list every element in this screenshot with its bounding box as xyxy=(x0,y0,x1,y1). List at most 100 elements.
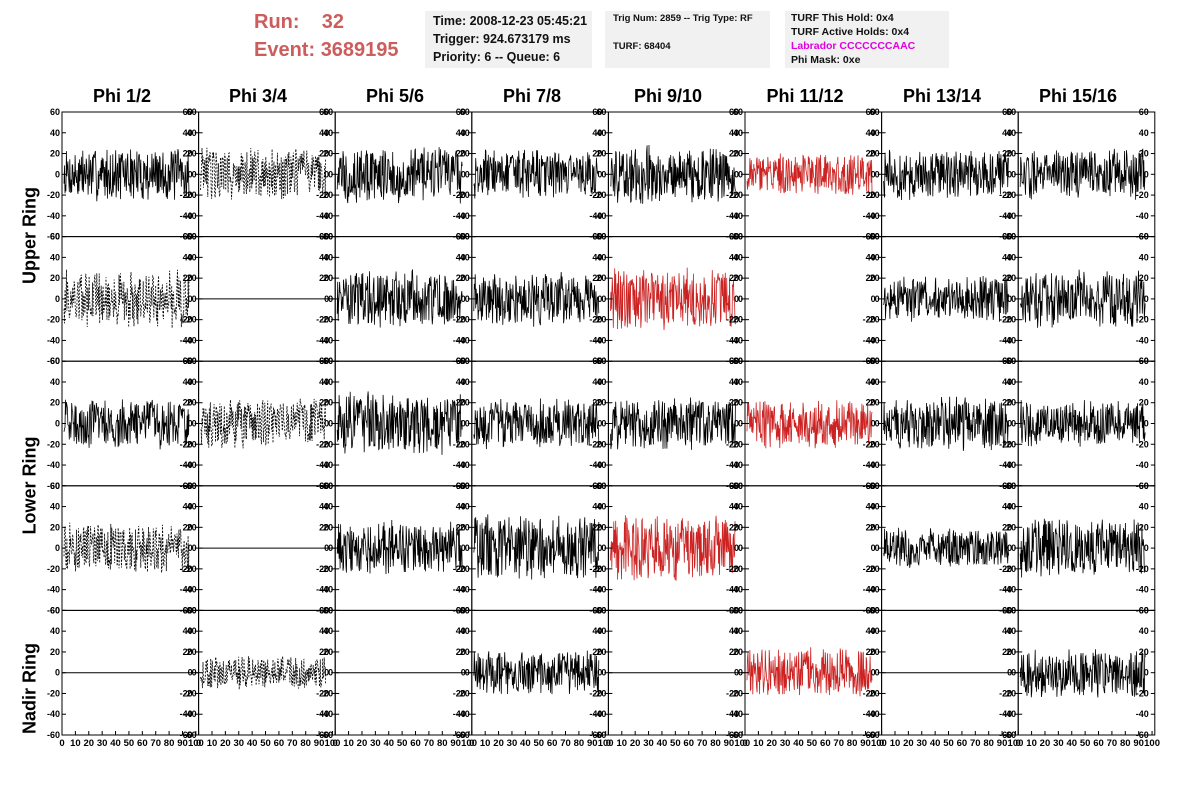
y-tick-label: -40 xyxy=(589,709,602,719)
y-tick-label: -20 xyxy=(184,564,197,574)
waveform-trace xyxy=(1019,269,1146,328)
y-tick-label: 20 xyxy=(592,149,602,159)
x-tick-label: 40 xyxy=(383,738,394,749)
y-tick-label: -40 xyxy=(316,709,329,719)
y-tick-label: -40 xyxy=(47,460,60,470)
y-tick-label: 60 xyxy=(1006,605,1016,615)
y-tick-label: 20 xyxy=(592,522,602,532)
trig-num-text: Trig Num: 2859 -- Trig Type: RF xyxy=(613,13,753,24)
y-tick-label: -20 xyxy=(1136,439,1149,449)
y-tick-label: -40 xyxy=(730,335,743,345)
y-tick-label: 20 xyxy=(592,647,602,657)
y-tick-label: 40 xyxy=(323,128,333,138)
y-tick-label: 0 xyxy=(461,294,466,304)
run-value: 32 xyxy=(321,11,345,33)
y-tick-label: 20 xyxy=(460,398,470,408)
y-tick-label: -40 xyxy=(1136,460,1149,470)
waveform-trace xyxy=(473,149,600,199)
y-tick-label: 40 xyxy=(870,626,880,636)
y-tick-label: -40 xyxy=(867,460,880,470)
y-tick-label: 0 xyxy=(188,419,193,429)
y-tick-label: 0 xyxy=(734,169,739,179)
y-tick-label: 0 xyxy=(1144,419,1149,429)
y-tick-label: 40 xyxy=(1139,626,1149,636)
y-tick-label: 20 xyxy=(319,273,329,283)
col-title-2: Phi 3/4 xyxy=(228,86,288,106)
x-tick-label: 100 xyxy=(188,738,204,749)
y-tick-label: 20 xyxy=(460,149,470,159)
y-tick-label: -40 xyxy=(1136,585,1149,595)
y-tick-label: -40 xyxy=(180,211,193,221)
waveform-trace xyxy=(610,397,736,450)
y-tick-label: 20 xyxy=(866,647,876,657)
x-tick-label: 70 xyxy=(424,738,435,749)
y-tick-label: 20 xyxy=(729,647,739,657)
y-tick-label: -60 xyxy=(726,730,739,740)
y-tick-label: 20 xyxy=(596,522,606,532)
y-tick-label: 40 xyxy=(1002,128,1012,138)
y-tick-label: 0 xyxy=(1007,169,1012,179)
x-tick-label: 20 xyxy=(1040,738,1051,749)
x-tick-label: 0 xyxy=(879,738,884,749)
y-tick-label: 20 xyxy=(456,398,466,408)
run-row: Run: 32 xyxy=(254,8,399,36)
y-tick-label: -60 xyxy=(589,730,602,740)
y-tick-label: -20 xyxy=(453,564,466,574)
y-tick-label: 0 xyxy=(188,294,193,304)
y-tick-label: 20 xyxy=(183,273,193,283)
y-tick-label: 20 xyxy=(187,149,197,159)
y-tick-label: 40 xyxy=(50,626,60,636)
y-tick-label: -40 xyxy=(726,211,739,221)
y-tick-label: -40 xyxy=(316,460,329,470)
x-tick-label: 50 xyxy=(533,738,544,749)
y-tick-label: 40 xyxy=(50,502,60,512)
x-tick-label: 60 xyxy=(683,738,694,749)
y-tick-label: 60 xyxy=(1139,232,1149,242)
waveform-trace xyxy=(336,519,463,575)
y-tick-label: 0 xyxy=(465,294,470,304)
y-tick-label: 0 xyxy=(192,169,197,179)
x-tick-label: 50 xyxy=(670,738,681,749)
y-tick-label: 0 xyxy=(461,169,466,179)
y-tick-label: 40 xyxy=(866,377,876,387)
y-tick-label: 40 xyxy=(596,502,606,512)
y-tick-label: 60 xyxy=(729,107,739,117)
y-tick-label: 20 xyxy=(456,149,466,159)
y-tick-label: -40 xyxy=(457,709,470,719)
y-tick-label: 20 xyxy=(456,647,466,657)
y-tick-label: 60 xyxy=(319,232,329,242)
y-tick-label: 40 xyxy=(870,502,880,512)
waveform-trace xyxy=(63,269,190,329)
y-tick-label: -20 xyxy=(316,190,329,200)
y-tick-label: 40 xyxy=(1002,252,1012,262)
y-tick-label: 60 xyxy=(1002,107,1012,117)
y-tick-label: -20 xyxy=(1136,315,1149,325)
y-tick-label: -20 xyxy=(184,439,197,449)
waveform-trace xyxy=(200,147,326,200)
x-tick-label: 60 xyxy=(410,738,421,749)
y-tick-label: -20 xyxy=(457,315,470,325)
x-tick-label: 70 xyxy=(833,738,844,749)
y-tick-label: 40 xyxy=(1006,502,1016,512)
y-tick-label: 20 xyxy=(1139,149,1149,159)
y-tick-label: 0 xyxy=(55,543,60,553)
y-tick-label: 60 xyxy=(183,356,193,366)
waveform-trace xyxy=(610,515,736,581)
y-tick-label: 0 xyxy=(1144,294,1149,304)
y-tick-label: 0 xyxy=(461,668,466,678)
y-tick-label: 60 xyxy=(187,481,197,491)
y-tick-label: 20 xyxy=(187,273,197,283)
y-tick-label: 20 xyxy=(319,149,329,159)
y-tick-label: -60 xyxy=(453,730,466,740)
y-tick-label: 0 xyxy=(192,668,197,678)
col-title-6: Phi 11/12 xyxy=(766,86,844,106)
y-tick-label: 0 xyxy=(324,668,329,678)
y-tick-label: 40 xyxy=(596,128,606,138)
y-tick-label: -40 xyxy=(1003,709,1016,719)
y-tick-label: 40 xyxy=(1006,626,1016,636)
y-tick-label: 20 xyxy=(870,647,880,657)
y-tick-label: -20 xyxy=(47,190,60,200)
y-tick-label: 40 xyxy=(319,377,329,387)
y-tick-label: -40 xyxy=(180,709,193,719)
panel-frame-r3-c3 xyxy=(471,485,609,611)
